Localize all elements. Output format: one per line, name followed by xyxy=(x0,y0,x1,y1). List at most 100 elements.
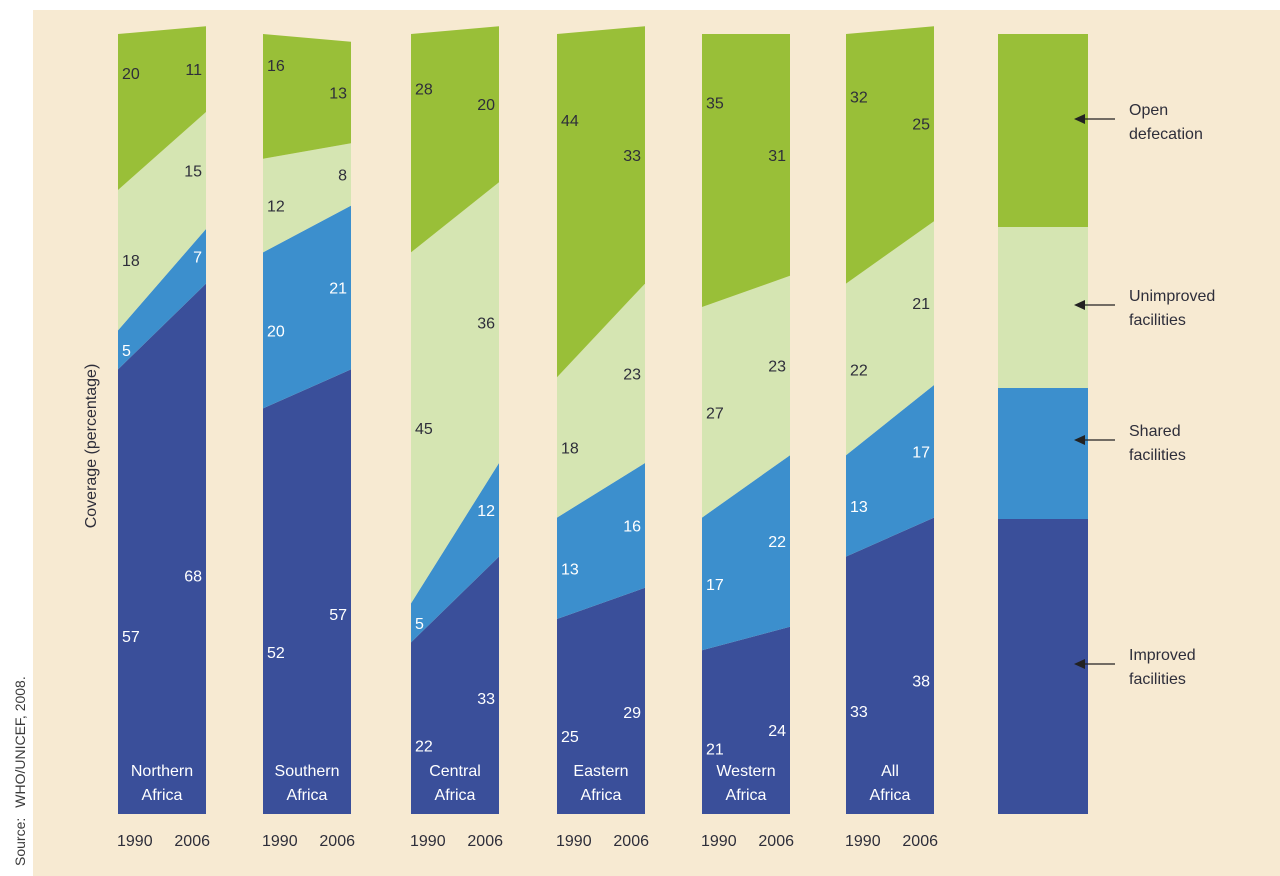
value-label-northern-open-defecation-1990: 20 xyxy=(122,66,140,83)
region-label-western: Western Africa xyxy=(716,763,775,804)
segment-southern-open-defecation xyxy=(263,34,351,159)
value-label-northern-shared-1990: 5 xyxy=(122,343,131,360)
value-label-western-open-defecation-2006: 31 xyxy=(768,148,786,165)
value-label-all-shared-2006: 17 xyxy=(912,444,930,461)
year-label-western-2006: 2006 xyxy=(758,833,794,850)
segment-eastern-open-defecation xyxy=(557,26,645,378)
segment-southern-unimproved xyxy=(263,143,351,253)
value-label-southern-unimproved-1990: 12 xyxy=(267,199,285,216)
segment-all-unimproved xyxy=(846,221,934,456)
segment-southern-improved xyxy=(263,369,351,814)
value-label-southern-improved-2006: 57 xyxy=(329,607,347,624)
value-label-western-unimproved-2006: 23 xyxy=(768,359,786,376)
y-axis-label: Coverage (percentage) xyxy=(83,364,100,529)
value-label-eastern-shared-1990: 13 xyxy=(561,561,579,578)
segment-northern-improved xyxy=(118,283,206,815)
year-label-southern-1990: 1990 xyxy=(262,833,298,850)
value-label-western-improved-1990: 21 xyxy=(706,741,724,758)
legend-arrowhead-open-defecation xyxy=(1074,114,1085,124)
legend-label-unimproved: Unimproved facilities xyxy=(1129,288,1215,329)
source-text: WHO/UNICEF, 2008. xyxy=(12,676,28,808)
chart-background xyxy=(33,10,1280,876)
legend-swatch-improved xyxy=(998,519,1088,814)
legend-label-shared: Shared facilities xyxy=(1129,423,1186,464)
legend-swatch-shared xyxy=(998,388,1088,519)
value-label-southern-shared-1990: 20 xyxy=(267,323,285,340)
region-label-southern: Southern Africa xyxy=(275,763,340,804)
region-label-eastern: Eastern Africa xyxy=(573,763,628,804)
value-label-western-open-defecation-1990: 35 xyxy=(706,95,724,112)
value-label-western-unimproved-1990: 27 xyxy=(706,405,724,422)
value-label-central-improved-2006: 33 xyxy=(477,691,495,708)
year-label-eastern-1990: 1990 xyxy=(556,833,592,850)
value-label-northern-improved-2006: 68 xyxy=(184,568,202,585)
value-label-central-unimproved-2006: 36 xyxy=(477,316,495,333)
segment-central-open-defecation xyxy=(411,26,499,253)
value-label-western-shared-1990: 17 xyxy=(706,577,724,594)
year-label-all-2006: 2006 xyxy=(902,833,938,850)
year-label-northern-2006: 2006 xyxy=(174,833,210,850)
region-label-northern: Northern Africa xyxy=(131,763,193,804)
value-label-western-improved-2006: 24 xyxy=(768,723,786,740)
value-label-central-open-defecation-1990: 28 xyxy=(415,82,433,99)
source-note: Source: WHO/UNICEF, 2008. xyxy=(12,676,28,866)
value-label-northern-unimproved-1990: 18 xyxy=(122,253,140,270)
legend-arrowhead-unimproved xyxy=(1074,300,1085,310)
value-label-eastern-improved-2006: 29 xyxy=(623,705,641,722)
value-label-eastern-improved-1990: 25 xyxy=(561,729,579,746)
segment-all-open-defecation xyxy=(846,26,934,284)
legend-arrowhead-improved xyxy=(1074,659,1085,669)
segment-central-improved xyxy=(411,556,499,814)
year-label-northern-1990: 1990 xyxy=(117,833,153,850)
value-label-northern-shared-2006: 7 xyxy=(193,249,202,266)
value-label-southern-shared-2006: 21 xyxy=(329,281,347,298)
value-label-northern-improved-1990: 57 xyxy=(122,629,140,646)
segment-northern-unimproved xyxy=(118,112,206,331)
year-label-central-1990: 1990 xyxy=(410,833,446,850)
value-label-all-improved-2006: 38 xyxy=(912,674,930,691)
value-label-southern-improved-1990: 52 xyxy=(267,645,285,662)
value-label-central-shared-2006: 12 xyxy=(477,503,495,520)
value-label-eastern-shared-2006: 16 xyxy=(623,518,641,535)
segment-all-improved xyxy=(846,517,934,814)
segment-eastern-shared xyxy=(557,463,645,619)
value-label-eastern-unimproved-1990: 18 xyxy=(561,440,579,457)
source-label: Source: xyxy=(12,817,28,866)
value-label-southern-open-defecation-2006: 13 xyxy=(329,86,347,103)
value-label-all-improved-1990: 33 xyxy=(850,704,868,721)
value-label-eastern-open-defecation-1990: 44 xyxy=(561,113,579,130)
segment-central-unimproved xyxy=(411,182,499,604)
value-label-central-improved-1990: 22 xyxy=(415,738,433,755)
value-label-central-open-defecation-2006: 20 xyxy=(477,97,495,114)
legend-swatch-unimproved xyxy=(998,227,1088,388)
value-label-all-open-defecation-2006: 25 xyxy=(912,117,930,134)
value-label-all-shared-1990: 13 xyxy=(850,499,868,516)
value-label-southern-open-defecation-1990: 16 xyxy=(267,58,285,75)
legend-swatch-open-defecation xyxy=(998,34,1088,227)
legend-arrowhead-shared xyxy=(1074,435,1085,445)
segment-western-open-defecation xyxy=(702,34,790,307)
value-label-western-shared-2006: 22 xyxy=(768,534,786,551)
segment-central-shared xyxy=(411,463,499,643)
value-label-southern-unimproved-2006: 8 xyxy=(338,167,347,184)
segment-northern-open-defecation xyxy=(118,26,206,191)
value-label-eastern-unimproved-2006: 23 xyxy=(623,366,641,383)
segment-eastern-unimproved xyxy=(557,283,645,518)
region-label-central: Central Africa xyxy=(429,763,481,804)
chart-panel: 57 68 5 7 18 15 20 11 Northern Africa 1990 2006 52 57… xyxy=(33,10,1280,876)
segment-southern-shared xyxy=(263,205,351,409)
legend-label-open-defecation: Open defecation xyxy=(1129,102,1203,143)
region-label-all: All Africa xyxy=(870,763,911,804)
year-label-southern-2006: 2006 xyxy=(319,833,355,850)
year-label-eastern-2006: 2006 xyxy=(613,833,649,850)
value-label-eastern-open-defecation-2006: 33 xyxy=(623,148,641,165)
value-label-central-unimproved-1990: 45 xyxy=(415,421,433,438)
value-label-central-shared-1990: 5 xyxy=(415,616,424,633)
segment-western-unimproved xyxy=(702,275,790,518)
segment-western-shared xyxy=(702,455,790,651)
value-label-northern-unimproved-2006: 15 xyxy=(184,164,202,181)
value-label-all-unimproved-1990: 22 xyxy=(850,362,868,379)
segment-northern-shared xyxy=(118,229,206,370)
year-label-all-1990: 1990 xyxy=(845,833,881,850)
